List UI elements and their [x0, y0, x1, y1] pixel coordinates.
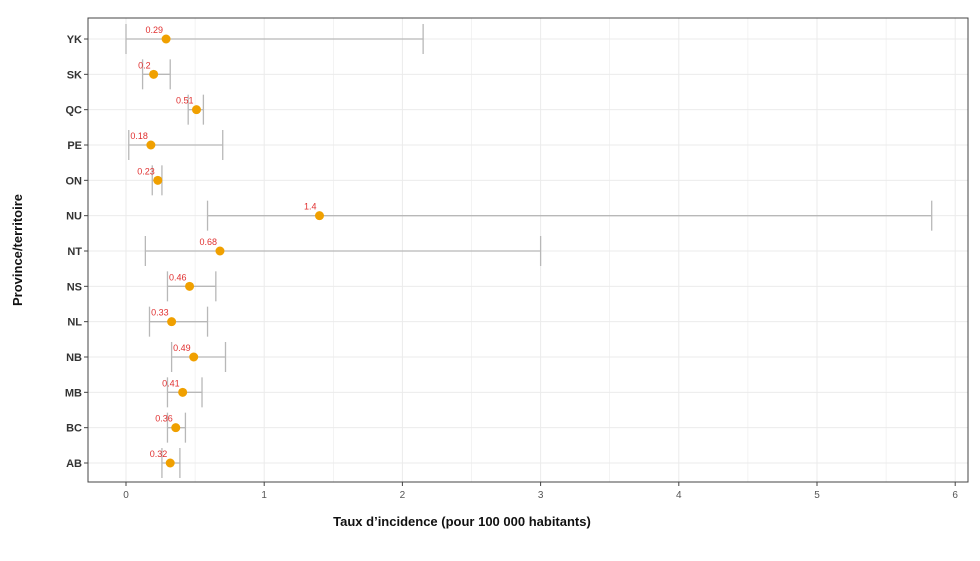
point-AB	[165, 458, 175, 468]
point-NL	[167, 317, 177, 327]
y-tick-label: PE	[67, 140, 82, 152]
point-NT	[215, 246, 225, 256]
series: 0.29 0.2 0.51 0.18 0.23 1.4 0.68 0.46 0.33 0.49 0.…	[125, 24, 933, 478]
y-tick-label: YK	[67, 34, 82, 46]
y-axis: YK SK QC PE ON NU NT NS NL NB MB BC AB	[65, 34, 88, 470]
point-MB	[178, 387, 188, 397]
point-NS	[185, 281, 195, 291]
data-label: 0.2	[138, 60, 151, 70]
data-label: 0.68	[199, 237, 217, 247]
data-label: 0.46	[169, 272, 187, 282]
data-label: 0.49	[173, 343, 191, 353]
point-NB	[189, 352, 199, 362]
data-label: 0.23	[137, 166, 155, 176]
y-tick-label: QC	[66, 105, 83, 117]
x-axis: 0 1 2 3 4 5 6	[123, 482, 958, 501]
point-SK	[149, 69, 159, 79]
y-tick-label: ON	[66, 175, 83, 187]
data-label: 1.4	[304, 202, 317, 212]
data-label: 0.33	[151, 308, 169, 318]
y-tick-label: NU	[66, 211, 82, 223]
point-PE	[146, 140, 156, 150]
y-tick-label: AB	[66, 458, 82, 470]
data-label: 0.32	[150, 449, 168, 459]
y-axis-title: Province/territoire	[10, 194, 25, 306]
x-tick-label: 6	[952, 490, 958, 501]
x-tick-label: 5	[814, 490, 820, 501]
point-ON	[153, 175, 163, 185]
x-tick-label: 3	[538, 490, 544, 501]
point-BC	[171, 423, 181, 433]
plot-border	[87, 17, 969, 483]
y-tick-label: NL	[67, 317, 82, 329]
data-label: 0.41	[162, 378, 180, 388]
data-label: 0.36	[155, 414, 173, 424]
x-tick-label: 2	[400, 490, 406, 501]
y-tick-label: NS	[67, 281, 82, 293]
x-axis-title: Taux d’incidence (pour 100 000 habitants…	[333, 514, 591, 529]
x-tick-label: 4	[676, 490, 682, 501]
y-tick-label: MB	[65, 387, 82, 399]
point-QC	[191, 105, 201, 115]
grid	[88, 18, 968, 482]
point-NU	[314, 211, 324, 221]
point-YK	[161, 34, 171, 44]
data-label: 0.18	[130, 131, 148, 141]
data-label: 0.29	[146, 25, 164, 35]
data-label: 0.51	[176, 96, 194, 106]
x-tick-label: 0	[123, 490, 129, 501]
y-tick-label: SK	[67, 69, 82, 81]
y-tick-label: NB	[66, 352, 82, 364]
y-tick-label: NT	[67, 246, 82, 258]
y-tick-label: BC	[66, 423, 82, 435]
x-tick-label: 1	[261, 490, 267, 501]
